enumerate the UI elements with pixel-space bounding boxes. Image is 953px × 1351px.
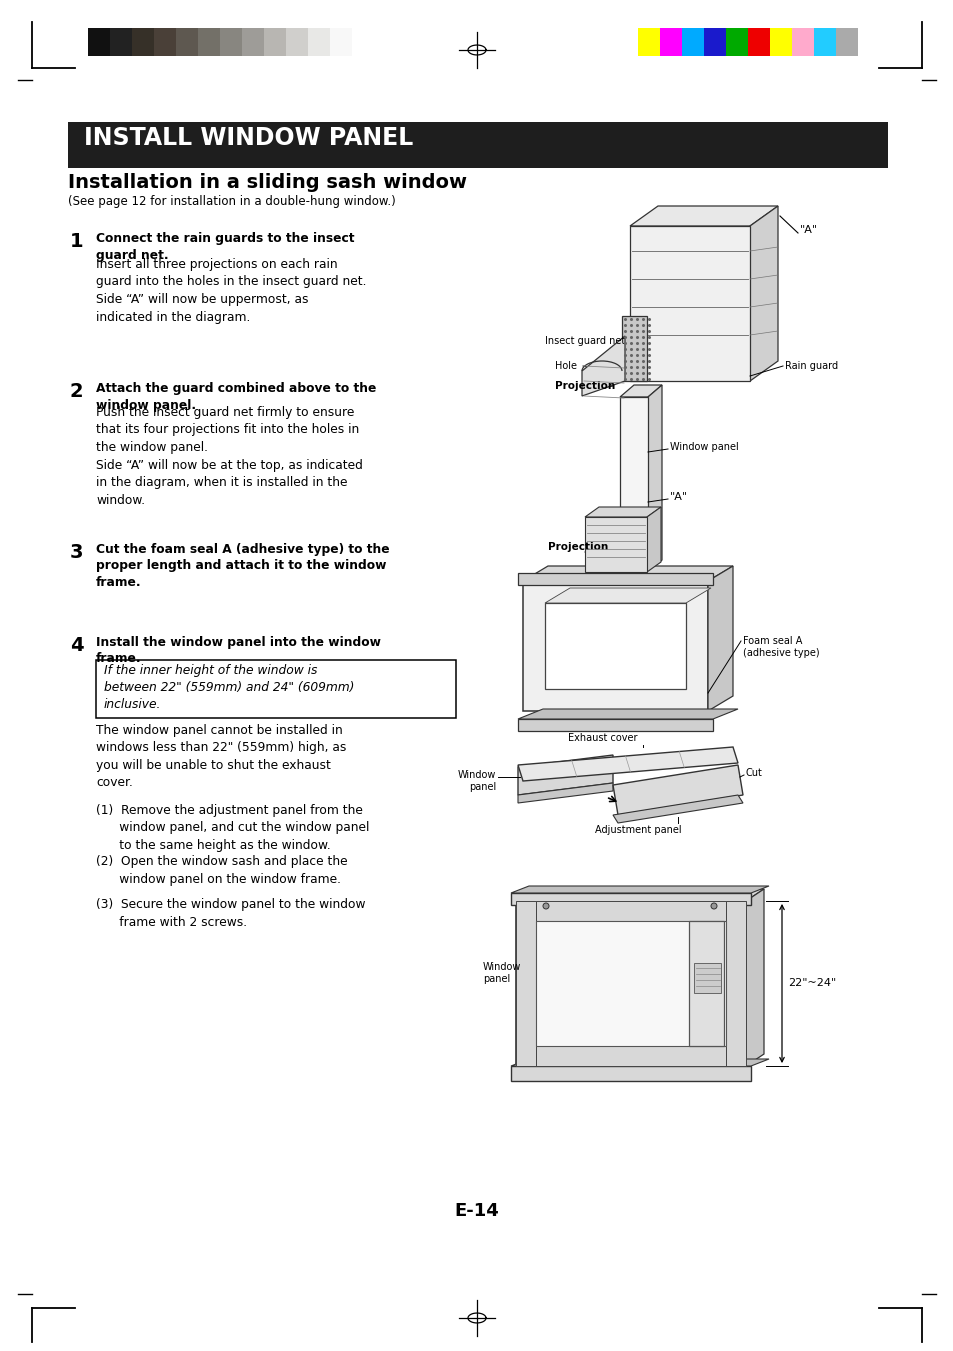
Polygon shape [517,747,738,781]
Text: 2: 2 [70,382,84,401]
Text: Push the insect guard net firmly to ensure
that its four projections fit into th: Push the insect guard net firmly to ensu… [96,407,362,507]
Text: Window panel: Window panel [669,442,738,453]
Text: The window panel cannot be installed in
windows less than 22" (559mm) high, as
y: The window panel cannot be installed in … [96,724,346,789]
Bar [638,28,659,55]
Polygon shape [629,205,778,226]
Bar [517,573,712,585]
Text: Adjustment panel: Adjustment panel [594,825,680,835]
Text: Rain guard: Rain guard [784,361,838,372]
Text: Insert all three projections on each rain
guard into the holes in the insect gua: Insert all three projections on each rai… [96,258,366,323]
Polygon shape [581,336,624,396]
Polygon shape [646,507,660,571]
Bar [516,901,745,1066]
Text: Exhaust cover: Exhaust cover [568,734,638,743]
Polygon shape [517,784,613,802]
Bar [88,28,110,55]
Circle shape [710,902,717,909]
Bar [68,122,887,168]
Polygon shape [745,889,763,1066]
Bar [517,719,712,731]
Text: 1: 1 [70,232,84,251]
Bar [286,28,308,55]
Text: 3: 3 [70,543,84,562]
Bar [175,28,198,55]
Polygon shape [522,566,732,581]
Polygon shape [517,755,613,794]
Text: Install the window panel into the window
frame.: Install the window panel into the window… [96,636,380,666]
Bar [693,963,720,993]
Bar [242,28,264,55]
Text: Cut the foam seal A (adhesive type) to the
proper length and attach it to the wi: Cut the foam seal A (adhesive type) to t… [96,543,389,589]
Bar [536,921,725,1046]
Bar [659,28,681,55]
Text: INSTALL WINDOW PANEL: INSTALL WINDOW PANEL [84,126,413,150]
Text: Connect the rain guards to the insect
guard net.: Connect the rain guards to the insect gu… [96,232,355,262]
Bar [703,28,725,55]
Bar [725,901,745,1066]
Polygon shape [613,765,742,815]
Bar [835,28,857,55]
Polygon shape [613,794,742,823]
Bar [96,661,456,717]
Polygon shape [647,385,661,571]
Polygon shape [517,709,738,719]
Text: Foam seal A
(adhesive type): Foam seal A (adhesive type) [742,636,819,658]
Bar [198,28,220,55]
Polygon shape [749,205,778,381]
Polygon shape [707,566,732,711]
Bar [511,893,750,905]
Text: (See page 12 for installation in a double-hung window.): (See page 12 for installation in a doubl… [68,195,395,208]
Polygon shape [584,507,660,517]
Bar [516,901,536,1066]
Text: Insect guard net: Insect guard net [544,336,624,346]
Bar [544,603,685,689]
Text: Window
panel: Window panel [482,962,521,984]
Bar [747,28,769,55]
Bar [621,316,646,381]
Bar [132,28,153,55]
Text: "A": "A" [669,492,687,503]
Bar [813,28,835,55]
Text: Window
panel: Window panel [457,770,496,792]
Text: "A": "A" [800,226,818,235]
Polygon shape [511,1059,768,1066]
Bar [308,28,330,55]
Text: (1)  Remove the adjustment panel from the
      window panel, and cut the window: (1) Remove the adjustment panel from the… [96,804,369,852]
Circle shape [542,902,548,909]
Text: Attach the guard combined above to the
window panel.: Attach the guard combined above to the w… [96,382,376,412]
Bar [629,226,749,381]
Text: Cut: Cut [745,767,762,778]
Bar [110,28,132,55]
Bar [725,28,747,55]
Bar [791,28,813,55]
Polygon shape [619,385,661,397]
Bar [522,581,707,711]
Bar [153,28,175,55]
Bar [536,901,725,921]
Bar [330,28,352,55]
Text: Projection: Projection [555,381,615,390]
Text: E-14: E-14 [455,1202,498,1220]
Text: 22"~24": 22"~24" [787,978,836,988]
Bar [220,28,242,55]
Bar [536,1046,725,1066]
Bar [688,921,723,1046]
Polygon shape [516,889,763,901]
Bar [619,397,647,571]
Polygon shape [511,886,768,893]
Bar [681,28,703,55]
Text: 4: 4 [70,636,84,655]
Bar [584,517,646,571]
Polygon shape [544,588,710,603]
Bar [264,28,286,55]
Bar [511,1066,750,1081]
Bar [769,28,791,55]
Text: (3)  Secure the window panel to the window
      frame with 2 screws.: (3) Secure the window panel to the windo… [96,898,365,928]
Text: Projection: Projection [547,542,608,553]
Text: (2)  Open the window sash and place the
      window panel on the window frame.: (2) Open the window sash and place the w… [96,855,347,885]
Text: If the inner height of the window is
between 22" (559mm) and 24" (609mm)
inclusi: If the inner height of the window is bet… [104,663,354,711]
Text: Hole: Hole [555,361,577,372]
Text: Installation in a sliding sash window: Installation in a sliding sash window [68,173,467,192]
